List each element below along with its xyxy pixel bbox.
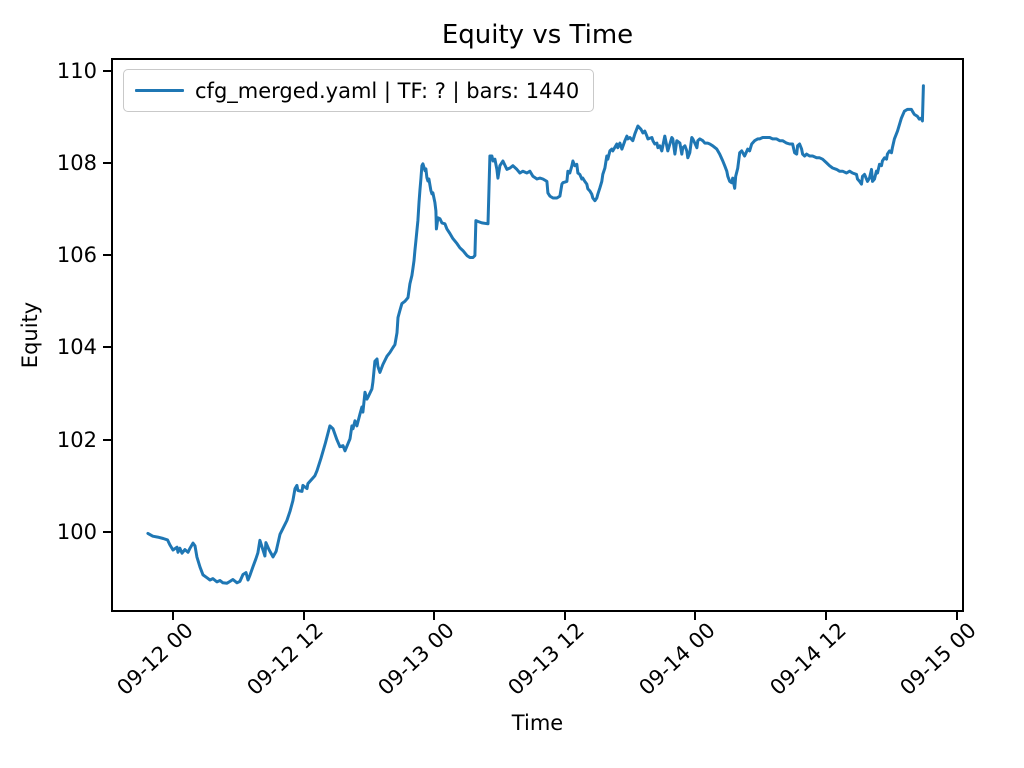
y-tick-label: 110 (56, 58, 97, 83)
x-tick-mark (955, 612, 958, 620)
x-tick-mark (694, 612, 697, 620)
x-tick-mark (433, 612, 436, 620)
y-tick-mark (103, 161, 111, 164)
y-tick-mark (103, 438, 111, 441)
y-tick-label: 102 (56, 427, 97, 452)
legend: cfg_merged.yaml | TF: ? | bars: 1440 (123, 69, 595, 112)
plot-area: cfg_merged.yaml | TF: ? | bars: 1440 (111, 58, 964, 612)
y-tick-label: 100 (56, 520, 97, 545)
x-axis-label: Time (511, 711, 564, 735)
y-tick-mark (103, 254, 111, 257)
x-tick-label: 09-13 12 (503, 618, 590, 700)
x-tick-label: 09-15 00 (895, 618, 982, 700)
legend-line-swatch (135, 88, 184, 93)
x-tick-label: 09-13 00 (373, 618, 459, 700)
x-tick-label: 09-14 00 (634, 618, 720, 700)
equity-line-series (146, 84, 925, 585)
x-tick-label: 09-12 00 (111, 618, 198, 700)
equity-line-svg (146, 84, 925, 585)
y-tick-label: 108 (56, 150, 97, 175)
y-tick-mark (103, 69, 111, 72)
y-tick-mark (103, 346, 111, 349)
x-tick-mark (302, 612, 305, 620)
chart-title: Equity vs Time (441, 20, 634, 50)
x-tick-label: 09-14 12 (765, 618, 851, 700)
x-tick-mark (825, 612, 828, 620)
y-tick-label: 104 (56, 335, 97, 360)
legend-label: cfg_merged.yaml | TF: ? | bars: 1440 (195, 78, 580, 103)
x-tick-mark (171, 612, 174, 620)
y-tick-label: 106 (56, 243, 97, 268)
y-tick-mark (103, 531, 111, 534)
x-tick-mark (563, 612, 566, 620)
x-tick-label: 09-12 12 (242, 618, 328, 700)
